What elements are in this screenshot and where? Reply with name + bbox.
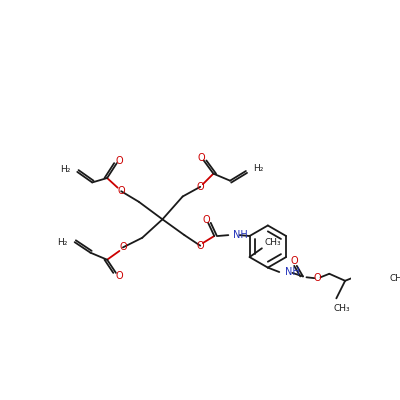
Text: H₂: H₂ — [57, 238, 68, 247]
Text: H₂: H₂ — [253, 164, 263, 173]
Text: O: O — [119, 242, 127, 252]
Text: NH: NH — [233, 230, 248, 240]
Text: NH: NH — [286, 267, 300, 277]
Text: O: O — [197, 153, 205, 163]
Text: O: O — [196, 182, 204, 192]
Text: CH₃: CH₃ — [334, 304, 350, 313]
Text: O: O — [202, 215, 210, 225]
Text: O: O — [196, 241, 204, 251]
Text: O: O — [116, 270, 123, 280]
Text: CH₃: CH₃ — [389, 274, 400, 283]
Text: CH₃: CH₃ — [264, 238, 281, 247]
Text: O: O — [116, 156, 123, 166]
Text: O: O — [117, 186, 125, 196]
Text: O: O — [290, 256, 298, 266]
Text: O: O — [313, 273, 321, 283]
Text: H₂: H₂ — [60, 165, 70, 174]
